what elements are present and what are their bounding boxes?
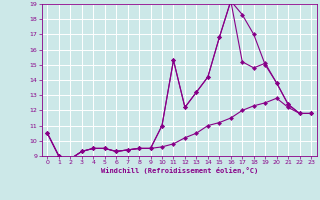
X-axis label: Windchill (Refroidissement éolien,°C): Windchill (Refroidissement éolien,°C) [100, 167, 258, 174]
